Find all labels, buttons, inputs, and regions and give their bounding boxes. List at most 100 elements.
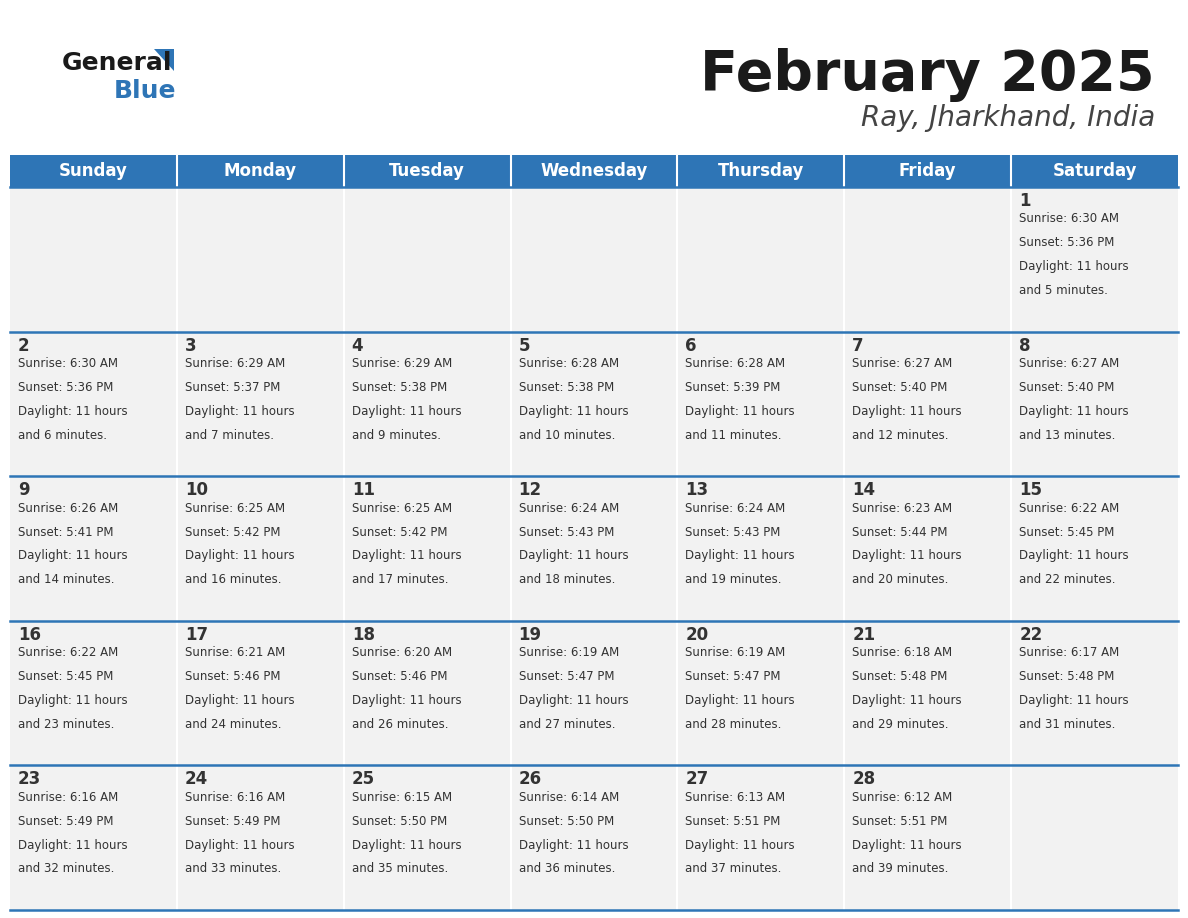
Text: Sunset: 5:40 PM: Sunset: 5:40 PM [852, 381, 948, 394]
Text: Sunrise: 6:22 AM: Sunrise: 6:22 AM [18, 646, 119, 659]
Text: 5: 5 [519, 337, 530, 354]
Text: Sunset: 5:49 PM: Sunset: 5:49 PM [185, 815, 280, 828]
Text: Sunrise: 6:18 AM: Sunrise: 6:18 AM [852, 646, 953, 659]
Text: Sunrise: 6:24 AM: Sunrise: 6:24 AM [519, 502, 619, 515]
Text: and 23 minutes.: and 23 minutes. [18, 718, 114, 731]
Polygon shape [154, 49, 173, 71]
Text: Sunrise: 6:19 AM: Sunrise: 6:19 AM [519, 646, 619, 659]
Text: 28: 28 [852, 770, 876, 789]
Text: 6: 6 [685, 337, 697, 354]
Text: Sunrise: 6:26 AM: Sunrise: 6:26 AM [18, 502, 119, 515]
Text: Ray, Jharkhand, India: Ray, Jharkhand, India [861, 104, 1155, 132]
Text: Sunrise: 6:28 AM: Sunrise: 6:28 AM [685, 357, 785, 370]
Text: Daylight: 11 hours: Daylight: 11 hours [685, 839, 795, 852]
Text: 10: 10 [185, 481, 208, 499]
Text: Daylight: 11 hours: Daylight: 11 hours [352, 405, 461, 418]
Text: Sunset: 5:42 PM: Sunset: 5:42 PM [185, 526, 280, 539]
Text: Sunset: 5:47 PM: Sunset: 5:47 PM [685, 670, 781, 683]
Text: 26: 26 [519, 770, 542, 789]
Text: 22: 22 [1019, 626, 1042, 644]
Text: Daylight: 11 hours: Daylight: 11 hours [1019, 405, 1129, 418]
Text: 25: 25 [352, 770, 375, 789]
Text: Monday: Monday [223, 162, 297, 180]
Text: and 31 minutes.: and 31 minutes. [1019, 718, 1116, 731]
Text: and 26 minutes.: and 26 minutes. [352, 718, 448, 731]
Text: Sunset: 5:50 PM: Sunset: 5:50 PM [352, 815, 447, 828]
Text: 9: 9 [18, 481, 30, 499]
Text: Sunset: 5:42 PM: Sunset: 5:42 PM [352, 526, 447, 539]
Text: Sunset: 5:48 PM: Sunset: 5:48 PM [852, 670, 948, 683]
Text: 27: 27 [685, 770, 709, 789]
Text: Sunset: 5:39 PM: Sunset: 5:39 PM [685, 381, 781, 394]
Text: and 13 minutes.: and 13 minutes. [1019, 429, 1116, 442]
Text: Sunset: 5:38 PM: Sunset: 5:38 PM [519, 381, 614, 394]
Text: 11: 11 [352, 481, 374, 499]
Text: 14: 14 [852, 481, 876, 499]
Text: Daylight: 11 hours: Daylight: 11 hours [1019, 260, 1129, 274]
Text: Daylight: 11 hours: Daylight: 11 hours [1019, 694, 1129, 707]
Text: Daylight: 11 hours: Daylight: 11 hours [685, 549, 795, 563]
Bar [10, 476, 1178, 621]
Text: Daylight: 11 hours: Daylight: 11 hours [685, 405, 795, 418]
Text: Sunrise: 6:25 AM: Sunrise: 6:25 AM [352, 502, 451, 515]
Text: Sunset: 5:37 PM: Sunset: 5:37 PM [185, 381, 280, 394]
Text: February 2025: February 2025 [701, 48, 1155, 102]
Text: Daylight: 11 hours: Daylight: 11 hours [1019, 549, 1129, 563]
Text: 17: 17 [185, 626, 208, 644]
Text: Daylight: 11 hours: Daylight: 11 hours [185, 839, 295, 852]
Text: and 32 minutes.: and 32 minutes. [18, 863, 114, 876]
Bar [10, 155, 1178, 187]
Bar [10, 766, 1178, 910]
Text: Daylight: 11 hours: Daylight: 11 hours [352, 839, 461, 852]
Text: and 14 minutes.: and 14 minutes. [18, 573, 114, 587]
Text: 18: 18 [352, 626, 374, 644]
Text: Sunrise: 6:15 AM: Sunrise: 6:15 AM [352, 791, 451, 804]
Text: and 10 minutes.: and 10 minutes. [519, 429, 615, 442]
Text: and 12 minutes.: and 12 minutes. [852, 429, 949, 442]
Text: Sunrise: 6:28 AM: Sunrise: 6:28 AM [519, 357, 619, 370]
Text: Sunset: 5:51 PM: Sunset: 5:51 PM [685, 815, 781, 828]
Text: 24: 24 [185, 770, 208, 789]
Text: and 22 minutes.: and 22 minutes. [1019, 573, 1116, 587]
Text: Sunrise: 6:30 AM: Sunrise: 6:30 AM [1019, 212, 1119, 226]
Text: 21: 21 [852, 626, 876, 644]
Text: and 28 minutes.: and 28 minutes. [685, 718, 782, 731]
Text: Daylight: 11 hours: Daylight: 11 hours [519, 694, 628, 707]
Text: Sunset: 5:45 PM: Sunset: 5:45 PM [1019, 526, 1114, 539]
Text: Sunset: 5:44 PM: Sunset: 5:44 PM [852, 526, 948, 539]
Text: Daylight: 11 hours: Daylight: 11 hours [352, 694, 461, 707]
Text: Daylight: 11 hours: Daylight: 11 hours [519, 839, 628, 852]
Text: and 6 minutes.: and 6 minutes. [18, 429, 107, 442]
Bar [10, 187, 1178, 331]
Text: 19: 19 [519, 626, 542, 644]
Text: Saturday: Saturday [1053, 162, 1137, 180]
Text: Sunrise: 6:21 AM: Sunrise: 6:21 AM [185, 646, 285, 659]
Text: Daylight: 11 hours: Daylight: 11 hours [519, 549, 628, 563]
Text: and 17 minutes.: and 17 minutes. [352, 573, 448, 587]
Text: Sunrise: 6:16 AM: Sunrise: 6:16 AM [18, 791, 119, 804]
Text: Sunset: 5:48 PM: Sunset: 5:48 PM [1019, 670, 1114, 683]
Text: and 5 minutes.: and 5 minutes. [1019, 284, 1108, 297]
Text: Daylight: 11 hours: Daylight: 11 hours [185, 694, 295, 707]
Text: Sunset: 5:41 PM: Sunset: 5:41 PM [18, 526, 114, 539]
Text: Sunset: 5:46 PM: Sunset: 5:46 PM [352, 670, 447, 683]
Text: Daylight: 11 hours: Daylight: 11 hours [352, 549, 461, 563]
Text: 3: 3 [185, 337, 196, 354]
Text: Daylight: 11 hours: Daylight: 11 hours [519, 405, 628, 418]
Text: Friday: Friday [899, 162, 956, 180]
Text: Sunrise: 6:14 AM: Sunrise: 6:14 AM [519, 791, 619, 804]
Text: and 37 minutes.: and 37 minutes. [685, 863, 782, 876]
Text: 15: 15 [1019, 481, 1042, 499]
Text: Sunrise: 6:24 AM: Sunrise: 6:24 AM [685, 502, 785, 515]
Text: Sunrise: 6:17 AM: Sunrise: 6:17 AM [1019, 646, 1119, 659]
Text: Sunset: 5:45 PM: Sunset: 5:45 PM [18, 670, 113, 683]
Text: Sunrise: 6:29 AM: Sunrise: 6:29 AM [185, 357, 285, 370]
Text: Sunday: Sunday [59, 162, 128, 180]
Text: Sunset: 5:51 PM: Sunset: 5:51 PM [852, 815, 948, 828]
Text: Sunset: 5:46 PM: Sunset: 5:46 PM [185, 670, 280, 683]
Text: Daylight: 11 hours: Daylight: 11 hours [18, 549, 127, 563]
Bar [10, 621, 1178, 766]
Text: and 16 minutes.: and 16 minutes. [185, 573, 282, 587]
Text: 20: 20 [685, 626, 708, 644]
Text: 2: 2 [18, 337, 30, 354]
